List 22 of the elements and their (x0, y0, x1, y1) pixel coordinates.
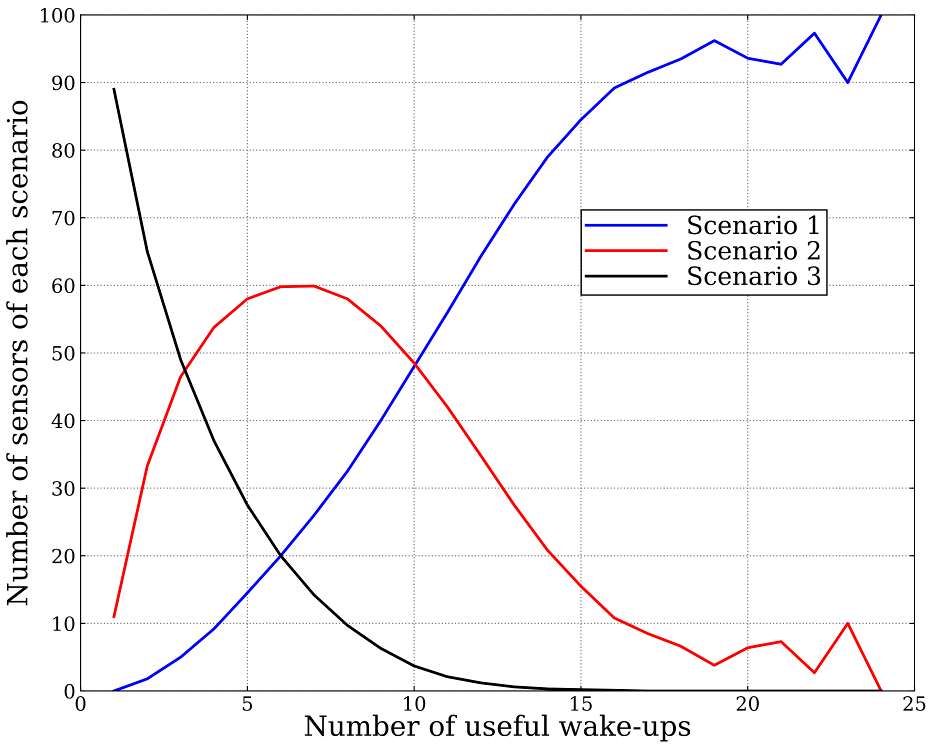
y-tick-label: 10 (53, 616, 74, 632)
x-tick-label: 15 (570, 696, 592, 711)
y-tick-label: 60 (52, 278, 74, 294)
legend-label: Scenario 2 (688, 240, 820, 260)
y-tick-label: 0 (64, 684, 74, 699)
x-axis-title: Number of useful wake-ups (304, 714, 690, 742)
y-tick-label: 50 (52, 346, 74, 361)
y-tick-label: 70 (52, 210, 74, 226)
y-tick-label: 80 (52, 143, 74, 158)
x-tick-label: 10 (404, 696, 426, 711)
legend-label: Scenario 1 (688, 215, 818, 234)
legend-label: Scenario 3 (688, 266, 820, 286)
x-tick-label: 25 (903, 696, 926, 711)
y-tick-label: 100 (40, 8, 74, 23)
y-tick-label: 40 (52, 414, 74, 428)
y-axis-title: Number of sensors of each scenario (6, 100, 28, 606)
y-tick-label: 30 (52, 481, 74, 496)
x-tick-label: 5 (242, 696, 252, 711)
x-tick-label: 20 (736, 696, 759, 711)
x-tick-label: 0 (76, 696, 86, 711)
y-tick-label: 20 (52, 548, 74, 564)
y-tick-label: 90 (52, 76, 74, 90)
